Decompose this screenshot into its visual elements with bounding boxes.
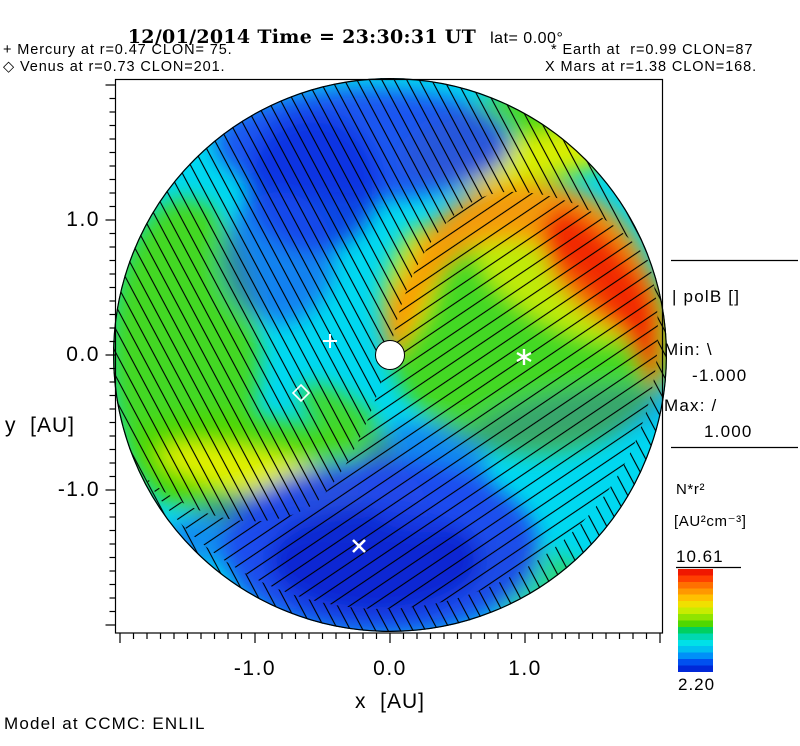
annotation-venus: ◇ Venus at r=0.73 CLON=201. bbox=[3, 59, 226, 75]
colorbar-quantity: N*r² bbox=[676, 481, 706, 498]
y-tick-1: 1.0 bbox=[66, 208, 100, 231]
annotation-mercury: + Mercury at r=0.47 CLON= 75. bbox=[3, 42, 233, 58]
colorbar-min-value: 2.20 bbox=[678, 675, 716, 694]
annotation-mars: X Mars at r=1.38 CLON=168. bbox=[545, 59, 757, 75]
x-tick-1: 1.0 bbox=[508, 657, 542, 680]
polb-min-value: -1.000 bbox=[692, 366, 748, 385]
colorbar-units: [AU²cm⁻³] bbox=[674, 513, 747, 530]
x-tick-m1: -1.0 bbox=[233, 657, 277, 680]
polb-legend-title: | polB [] bbox=[672, 287, 741, 306]
sun-marker bbox=[375, 340, 405, 370]
annotation-earth: * Earth at r=0.99 CLON=87 bbox=[551, 42, 754, 58]
y-axis-label: y [AU] bbox=[5, 414, 76, 437]
density-polar-plot bbox=[113, 78, 667, 632]
x-axis-label: x [AU] bbox=[354, 690, 425, 713]
polb-min-label: Min: \ bbox=[664, 340, 713, 359]
model-credit: Model at CCMC: ENLIL bbox=[4, 714, 206, 733]
x-tick-0: 0.0 bbox=[373, 657, 407, 680]
colorbar-max-value: 10.61 bbox=[676, 547, 724, 566]
title-latitude: lat= 0.00° bbox=[490, 30, 564, 47]
polb-max-label: Max: / bbox=[664, 396, 718, 415]
y-tick-m1: -1.0 bbox=[57, 478, 100, 501]
plot-title: 12/01/2014 Time = 23:30:31 UT lat= 0.00° bbox=[110, 8, 563, 66]
polb-max-value: 1.000 bbox=[704, 422, 753, 441]
title-datetime: 12/01/2014 Time = 23:30:31 UT bbox=[127, 26, 477, 48]
y-tick-0: 0.0 bbox=[66, 343, 100, 366]
colorbar-gradient bbox=[678, 569, 713, 672]
